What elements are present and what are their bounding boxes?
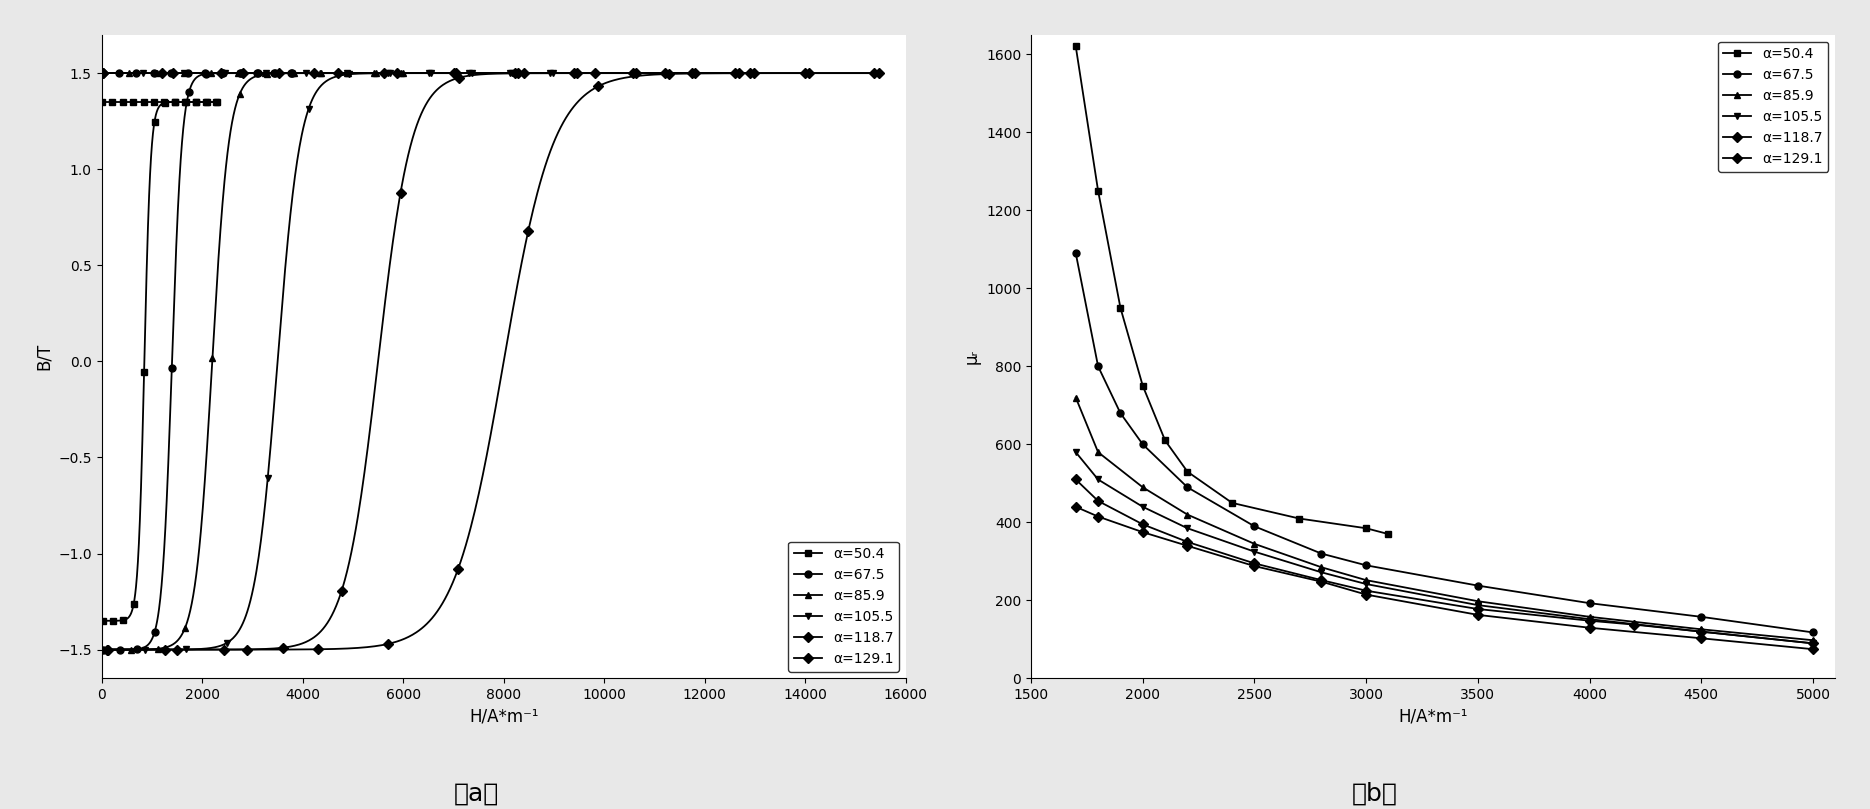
Legend: α=50.4, α=67.5, α=85.9, α=105.5, α=118.7, α=129.1: α=50.4, α=67.5, α=85.9, α=105.5, α=118.7… [789,542,899,671]
Text: （a）: （a） [454,782,499,806]
Legend: α=50.4, α=67.5, α=85.9, α=105.5, α=118.7, α=129.1: α=50.4, α=67.5, α=85.9, α=105.5, α=118.7… [1719,42,1829,172]
Y-axis label: μᵣ: μᵣ [963,349,980,364]
X-axis label: H/A*m⁻¹: H/A*m⁻¹ [469,708,539,726]
Text: （b）: （b） [1352,782,1397,806]
X-axis label: H/A*m⁻¹: H/A*m⁻¹ [1399,708,1468,726]
Y-axis label: B/T: B/T [36,343,52,371]
